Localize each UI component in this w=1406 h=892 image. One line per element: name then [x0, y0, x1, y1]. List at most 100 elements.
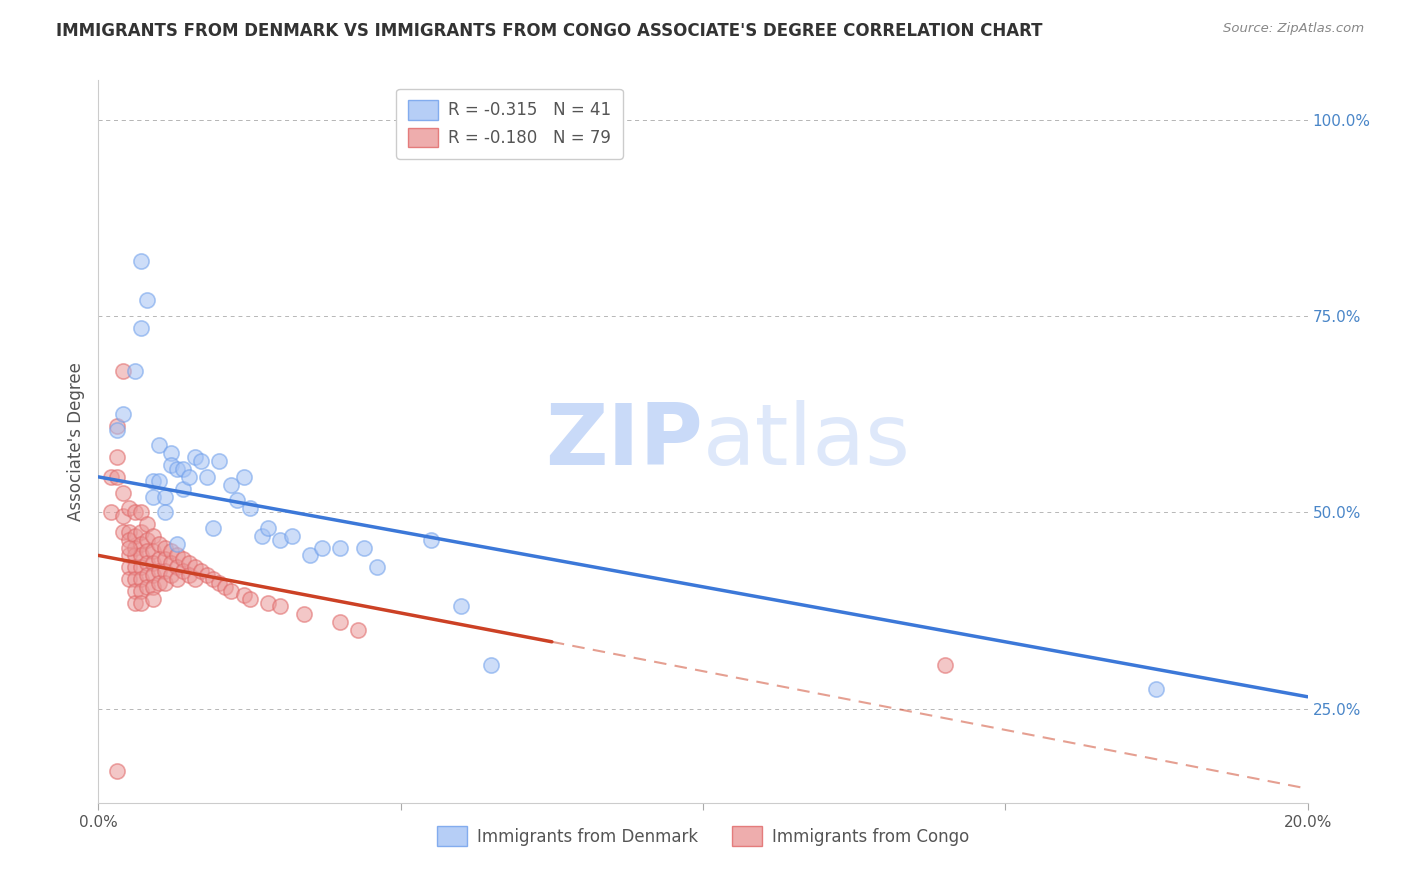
Point — [124, 541, 146, 555]
Point — [208, 575, 231, 590]
Point — [118, 541, 141, 555]
Point — [166, 536, 188, 550]
Point — [232, 470, 254, 484]
Point — [111, 524, 134, 539]
Point — [124, 572, 146, 586]
Point — [105, 418, 128, 433]
Point — [347, 623, 370, 637]
Point — [129, 524, 152, 539]
Point — [142, 556, 165, 570]
Point — [142, 490, 165, 504]
Point — [111, 485, 134, 500]
Point — [111, 364, 134, 378]
Point — [153, 552, 176, 566]
Point — [148, 536, 170, 550]
Point — [184, 560, 207, 574]
Point — [105, 764, 128, 779]
Point — [172, 482, 194, 496]
Point — [934, 658, 956, 673]
Point — [250, 529, 273, 543]
Point — [118, 560, 141, 574]
Point — [142, 568, 165, 582]
Point — [311, 541, 333, 555]
Point — [166, 549, 188, 563]
Point — [100, 505, 122, 519]
Point — [179, 470, 201, 484]
Point — [166, 572, 188, 586]
Point — [160, 544, 183, 558]
Point — [129, 572, 152, 586]
Text: ZIP: ZIP — [546, 400, 703, 483]
Point — [142, 529, 165, 543]
Point — [118, 572, 141, 586]
Point — [129, 583, 152, 598]
Point — [353, 541, 375, 555]
Point — [481, 658, 503, 673]
Point — [148, 438, 170, 452]
Point — [118, 533, 141, 547]
Point — [135, 556, 157, 570]
Point — [172, 462, 194, 476]
Point — [172, 564, 194, 578]
Point — [281, 529, 304, 543]
Point — [124, 560, 146, 574]
Point — [135, 544, 157, 558]
Point — [153, 575, 176, 590]
Point — [129, 505, 152, 519]
Point — [221, 583, 243, 598]
Point — [135, 293, 157, 308]
Point — [239, 501, 262, 516]
Point — [172, 552, 194, 566]
Point — [1144, 681, 1167, 696]
Point — [129, 549, 152, 563]
Point — [221, 477, 243, 491]
Point — [190, 564, 212, 578]
Point — [202, 572, 225, 586]
Point — [129, 560, 152, 574]
Point — [208, 454, 231, 468]
Point — [129, 254, 152, 268]
Y-axis label: Associate's Degree: Associate's Degree — [66, 362, 84, 521]
Point — [292, 607, 315, 622]
Point — [100, 470, 122, 484]
Point — [202, 521, 225, 535]
Point — [105, 450, 128, 465]
Point — [184, 450, 207, 465]
Point — [124, 583, 146, 598]
Text: atlas: atlas — [703, 400, 911, 483]
Point — [111, 509, 134, 524]
Text: IMMIGRANTS FROM DENMARK VS IMMIGRANTS FROM CONGO ASSOCIATE'S DEGREE CORRELATION : IMMIGRANTS FROM DENMARK VS IMMIGRANTS FR… — [56, 22, 1043, 40]
Point — [124, 364, 146, 378]
Point — [239, 591, 262, 606]
Text: Source: ZipAtlas.com: Source: ZipAtlas.com — [1223, 22, 1364, 36]
Point — [153, 564, 176, 578]
Point — [160, 556, 183, 570]
Point — [153, 541, 176, 555]
Point — [214, 580, 236, 594]
Point — [124, 505, 146, 519]
Point — [256, 595, 278, 609]
Point — [129, 320, 152, 334]
Point — [166, 560, 188, 574]
Legend: Immigrants from Denmark, Immigrants from Congo: Immigrants from Denmark, Immigrants from… — [430, 820, 976, 852]
Point — [129, 536, 152, 550]
Point — [184, 572, 207, 586]
Point — [118, 549, 141, 563]
Point — [160, 568, 183, 582]
Point — [111, 407, 134, 421]
Point — [129, 595, 152, 609]
Point — [190, 454, 212, 468]
Point — [135, 533, 157, 547]
Point — [148, 474, 170, 488]
Point — [366, 560, 388, 574]
Point — [142, 474, 165, 488]
Point — [226, 493, 249, 508]
Point — [299, 549, 322, 563]
Point — [135, 516, 157, 531]
Point — [124, 595, 146, 609]
Point — [179, 568, 201, 582]
Point — [256, 521, 278, 535]
Point — [160, 446, 183, 460]
Point — [329, 615, 352, 630]
Point — [153, 490, 176, 504]
